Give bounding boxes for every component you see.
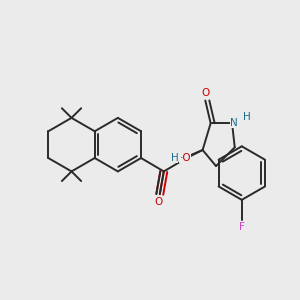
Text: O: O	[154, 197, 163, 207]
Text: H: H	[243, 112, 251, 122]
Text: N: N	[230, 118, 237, 128]
Text: O: O	[202, 88, 210, 98]
Text: H: H	[171, 153, 178, 163]
Text: ·O: ·O	[179, 153, 191, 163]
Text: F: F	[239, 222, 245, 233]
